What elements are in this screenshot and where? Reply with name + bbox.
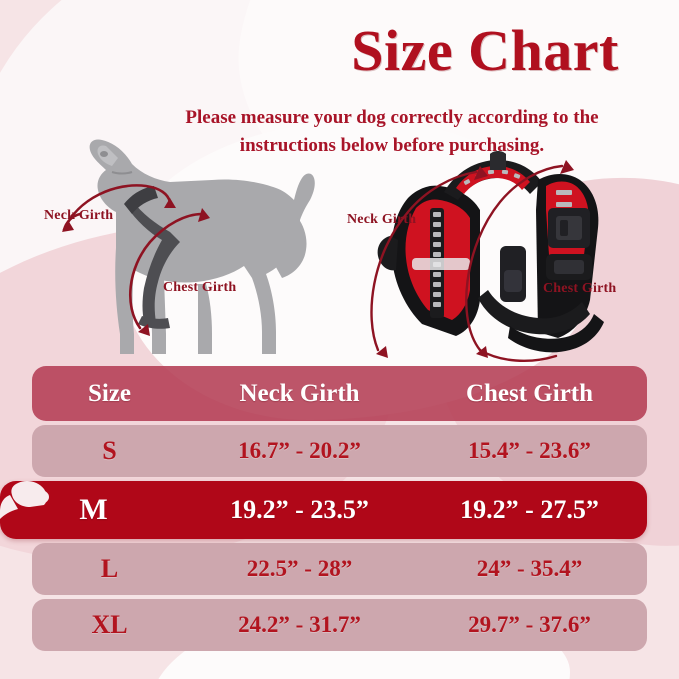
neck-girth-arrow-right — [370, 170, 478, 352]
chest-girth-arrow — [128, 212, 204, 330]
left-neck-girth-label: Neck Girth — [44, 208, 114, 223]
table-row[interactable]: L 22.5” - 28” 24” - 35.4” — [32, 543, 647, 595]
cell-size: XL — [91, 610, 128, 639]
column-header-chest: Chest Girth — [465, 379, 594, 407]
cell-chest: 15.4” - 23.6” — [468, 438, 591, 463]
harness-product-illustration — [370, 151, 604, 362]
chest-arrow-head-right — [560, 160, 574, 174]
dog-silhouette-illustration — [62, 139, 315, 354]
harness-right-panel — [536, 174, 599, 338]
harness-strap-overlay — [124, 186, 180, 329]
cell-chest: 29.7” - 37.6” — [468, 612, 591, 637]
right-neck-girth-label: Neck Girth — [347, 212, 417, 227]
table-row[interactable]: XL 24.2” - 31.7” 29.7” - 37.6” — [32, 599, 647, 651]
cell-neck: 16.7” - 20.2” — [238, 438, 361, 463]
page-title: Size Chart — [351, 18, 619, 83]
column-header-neck: Neck Girth — [239, 379, 360, 407]
cell-size: M — [79, 493, 108, 526]
neck-arrow-tail-right — [376, 346, 388, 358]
neck-arrow-head-top — [164, 198, 176, 208]
chest-arrow-head-top — [198, 208, 210, 222]
harness-left-panel — [377, 185, 480, 336]
chest-arrow-head-bottom — [138, 324, 150, 336]
cell-neck: 19.2” - 23.5” — [230, 495, 369, 524]
dog-body-shape — [89, 139, 315, 354]
column-header-size: Size — [87, 379, 132, 407]
table-row-highlighted[interactable]: M 19.2” - 23.5” 19.2” - 27.5” — [0, 481, 647, 539]
cell-neck: 24.2” - 31.7” — [238, 612, 361, 637]
size-table: Size Neck Girth Chest Girth S 16.7” - 20… — [0, 366, 647, 655]
harness-bottom-strap — [478, 246, 604, 353]
cell-chest: 19.2” - 27.5” — [460, 495, 599, 524]
table-header-row: Size Neck Girth Chest Girth — [32, 366, 647, 421]
neck-arrow-head-bottom — [62, 220, 74, 232]
table-row[interactable]: S 16.7” - 20.2” 15.4” - 23.6” — [32, 425, 647, 477]
page-subtitle: Please measure your dog correctly accord… — [185, 107, 599, 156]
cell-size: L — [100, 554, 119, 583]
left-chest-girth-label: Chest Girth — [163, 280, 237, 295]
neck-arrow-head-right — [474, 166, 488, 180]
cell-size: S — [102, 436, 117, 465]
cell-neck: 22.5” - 28” — [246, 556, 353, 581]
chest-arrow-tail-right — [476, 346, 488, 358]
right-chest-girth-label: Chest Girth — [543, 281, 617, 296]
cell-chest: 24” - 35.4” — [476, 556, 583, 581]
